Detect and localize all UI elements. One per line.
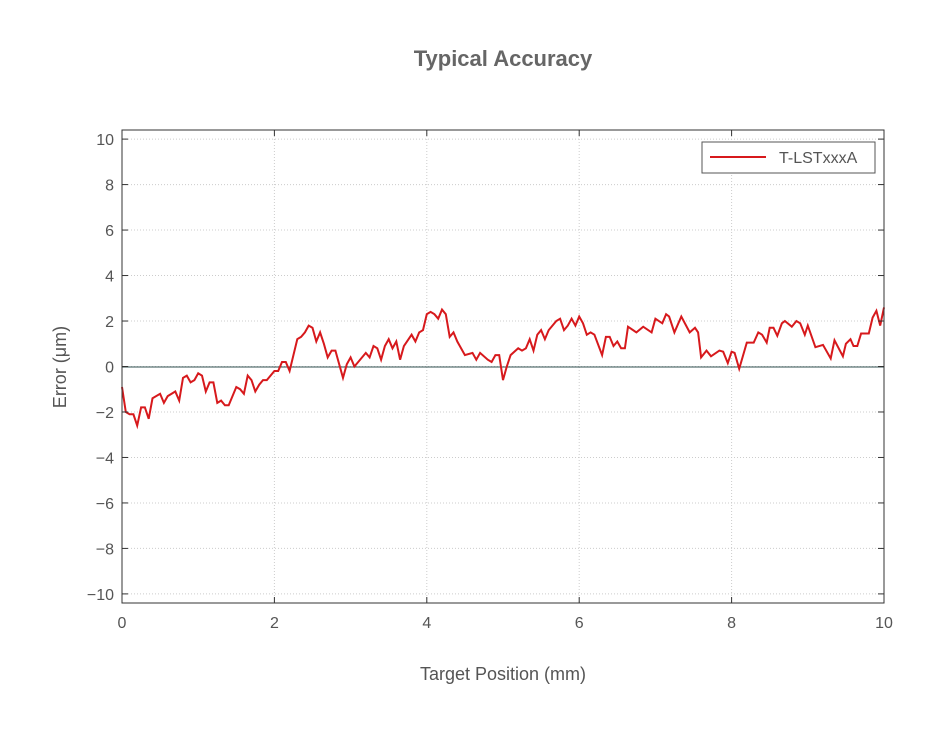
chart-title: Typical Accuracy <box>414 46 593 71</box>
y-tick-label: −2 <box>96 405 114 422</box>
x-tick-label: 8 <box>727 615 736 632</box>
x-tick-label: 6 <box>575 615 584 632</box>
x-axis-label: Target Position (mm) <box>420 664 586 684</box>
y-tick-label: −4 <box>96 450 114 467</box>
x-tick-label: 10 <box>875 615 893 632</box>
x-tick-label: 4 <box>422 615 431 632</box>
legend: T-LSTxxxA <box>701 141 876 174</box>
y-tick-label: 10 <box>96 132 114 149</box>
ticks: 0 2 4 6 8 10 −10 −8 −6 −4 −2 0 2 4 6 8 10 <box>87 130 893 632</box>
x-tick-label: 2 <box>270 615 279 632</box>
y-tick-label: 8 <box>105 178 114 195</box>
y-tick-label: 6 <box>105 223 114 240</box>
y-tick-label: −8 <box>96 541 114 558</box>
x-tick-label: 0 <box>118 615 127 632</box>
y-axis-label: Error (μm) <box>50 326 70 408</box>
y-tick-label: −10 <box>87 587 114 604</box>
y-tick-label: 4 <box>105 269 114 286</box>
series-line-t-lstxxxa <box>121 307 885 430</box>
y-tick-label: 0 <box>105 360 114 377</box>
legend-label: T-LSTxxxA <box>779 150 858 167</box>
y-tick-label: 2 <box>105 314 114 331</box>
y-tick-label: −6 <box>96 496 114 513</box>
